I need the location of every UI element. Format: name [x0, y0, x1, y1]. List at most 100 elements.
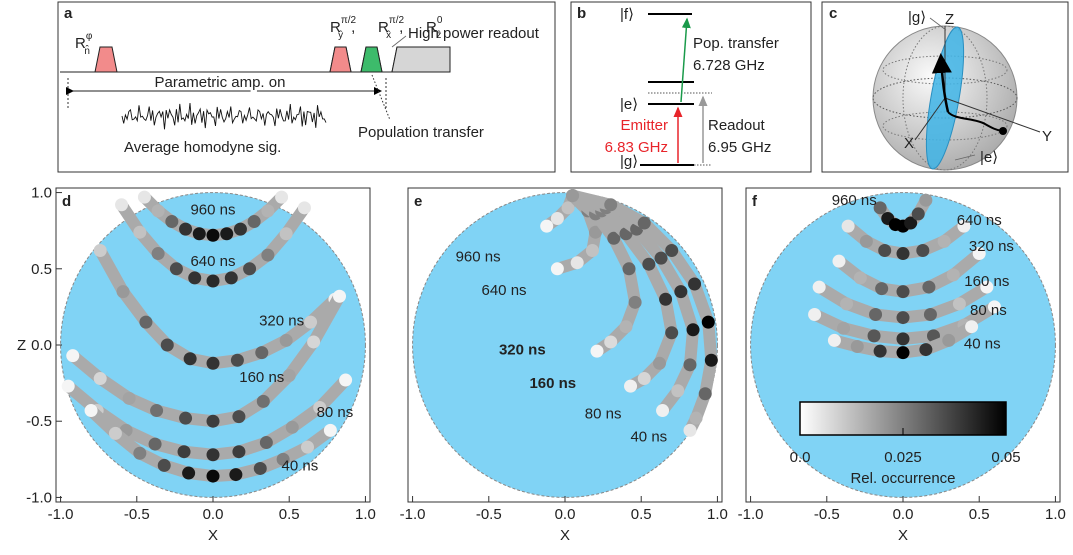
trajectory-point: [604, 198, 618, 212]
trajectory-point: [133, 446, 147, 460]
trajectory-point: [232, 445, 246, 459]
x-tick-label: -0.5: [814, 506, 840, 523]
series-label: 960 ns: [190, 201, 235, 218]
trajectory-point: [604, 335, 618, 349]
trajectory-point: [550, 211, 564, 225]
y-tick-label: 0.0: [31, 337, 52, 354]
trajectory-point: [619, 320, 633, 334]
x-axis-label: X: [560, 527, 570, 544]
trajectory-point: [301, 440, 315, 454]
series-label: 160 ns: [964, 273, 1009, 290]
y-tick-label: 0.5: [31, 261, 52, 278]
level-label: |e⟩: [620, 96, 638, 113]
emitter-freq: 6.83 GHz: [605, 139, 668, 156]
x-tick-label: -1.0: [400, 506, 426, 523]
rotation-label: Rπ/2 x̂,: [378, 15, 405, 41]
trajectory-point: [182, 466, 196, 480]
axis-label: Y: [1042, 128, 1052, 145]
trajectory-point: [279, 333, 293, 347]
axis-label: |e⟩: [980, 149, 998, 166]
trajectory-point: [206, 448, 220, 462]
trajectory-point: [169, 262, 183, 276]
trajectory-point: [585, 243, 599, 257]
trajectory-point: [66, 349, 80, 363]
trajectory-point: [151, 204, 165, 218]
panel-letter: b: [577, 5, 586, 22]
trajectory-point: [165, 215, 179, 229]
x-tick-label: 0.5: [969, 506, 990, 523]
trajectory-point: [253, 461, 267, 475]
trajectory-point: [937, 234, 951, 248]
trajectory-point: [224, 271, 238, 285]
trajectory-point: [654, 251, 668, 265]
trajectory-point: [972, 247, 986, 261]
trajectory-point: [151, 247, 165, 261]
trajectory-point: [896, 247, 910, 261]
panel-f: 960 ns 640 ns 320 ns 160 ns 80 ns 40 ns f -1.0 -…: [738, 187, 1066, 544]
trajectory-point: [674, 285, 688, 299]
trajectory-point: [922, 280, 936, 294]
trajectory-point: [688, 277, 702, 291]
trajectory-point: [637, 372, 651, 386]
trajectory-point: [220, 227, 234, 241]
trajectory-point: [157, 458, 171, 472]
trajectory-point: [139, 315, 153, 329]
trajectory-point: [148, 437, 162, 451]
trajectory-point: [122, 391, 136, 405]
trajectory-point: [297, 201, 311, 215]
panel-letter: f: [752, 193, 758, 210]
trajectory-point: [840, 297, 854, 311]
trajectory-point: [628, 295, 642, 309]
transfer-arrow: [680, 17, 691, 103]
trajectory-point: [896, 332, 910, 346]
trajectory-point: [259, 436, 273, 450]
panel-a: a Rφ n̂ Rπ/2 ŷ, Rπ/2 x̂, R0 ẑ High power rea…: [57, 1, 556, 173]
panel-frame: [821, 1, 1069, 173]
trajectory-point: [911, 207, 925, 221]
trajectory-point: [108, 426, 122, 440]
trajectory-point: [701, 315, 715, 329]
trajectory-point: [229, 468, 243, 482]
x-tick-label: -1.0: [48, 506, 74, 523]
trajectory: [947, 111, 1003, 132]
trajectory-point: [84, 404, 98, 418]
trajectory-point: [850, 340, 864, 354]
trajectory-point: [177, 445, 191, 459]
series-label: 160 ns: [239, 369, 284, 386]
trajectory-point: [919, 343, 933, 357]
trajectory-point: [179, 222, 193, 236]
x-tick-label: 0.5: [279, 506, 300, 523]
x-tick-label: 1.0: [355, 506, 376, 523]
state-arrow: [931, 53, 952, 113]
trajectory-point: [869, 308, 883, 322]
trajectory-point: [686, 323, 700, 337]
trajectory-point: [333, 289, 347, 303]
axis-label: Z: [945, 11, 954, 28]
x-tick-label: 1.0: [1045, 506, 1066, 523]
sphere: [412, 192, 718, 498]
panel-letter: c: [829, 5, 837, 22]
series-label: 80 ns: [970, 302, 1007, 319]
trajectory-point: [642, 257, 656, 271]
trajectory-point: [233, 222, 247, 236]
trajectory-point: [188, 271, 202, 285]
trajectory-point: [942, 333, 956, 347]
x-tick-label: -0.5: [124, 506, 150, 523]
level-label: |f⟩: [620, 6, 634, 23]
colorbar-tick-label: 0.0: [790, 449, 811, 466]
y-tick-label: -1.0: [26, 489, 52, 506]
trajectory-point: [683, 423, 697, 437]
trajectory-point: [230, 353, 244, 367]
trajectory-point: [247, 215, 261, 229]
trajectory-point: [588, 225, 602, 239]
transfer-freq: 6.728 GHz: [693, 57, 765, 74]
trajectory-point: [304, 315, 318, 329]
y-tick-label: 1.0: [31, 185, 52, 202]
leader: [929, 17, 947, 31]
trajectory-point: [916, 243, 930, 257]
trajectory-point: [183, 352, 197, 366]
series-label: 320 ns: [499, 342, 546, 359]
trajectory-point: [624, 379, 638, 393]
readout-label: High power readout: [408, 25, 540, 42]
